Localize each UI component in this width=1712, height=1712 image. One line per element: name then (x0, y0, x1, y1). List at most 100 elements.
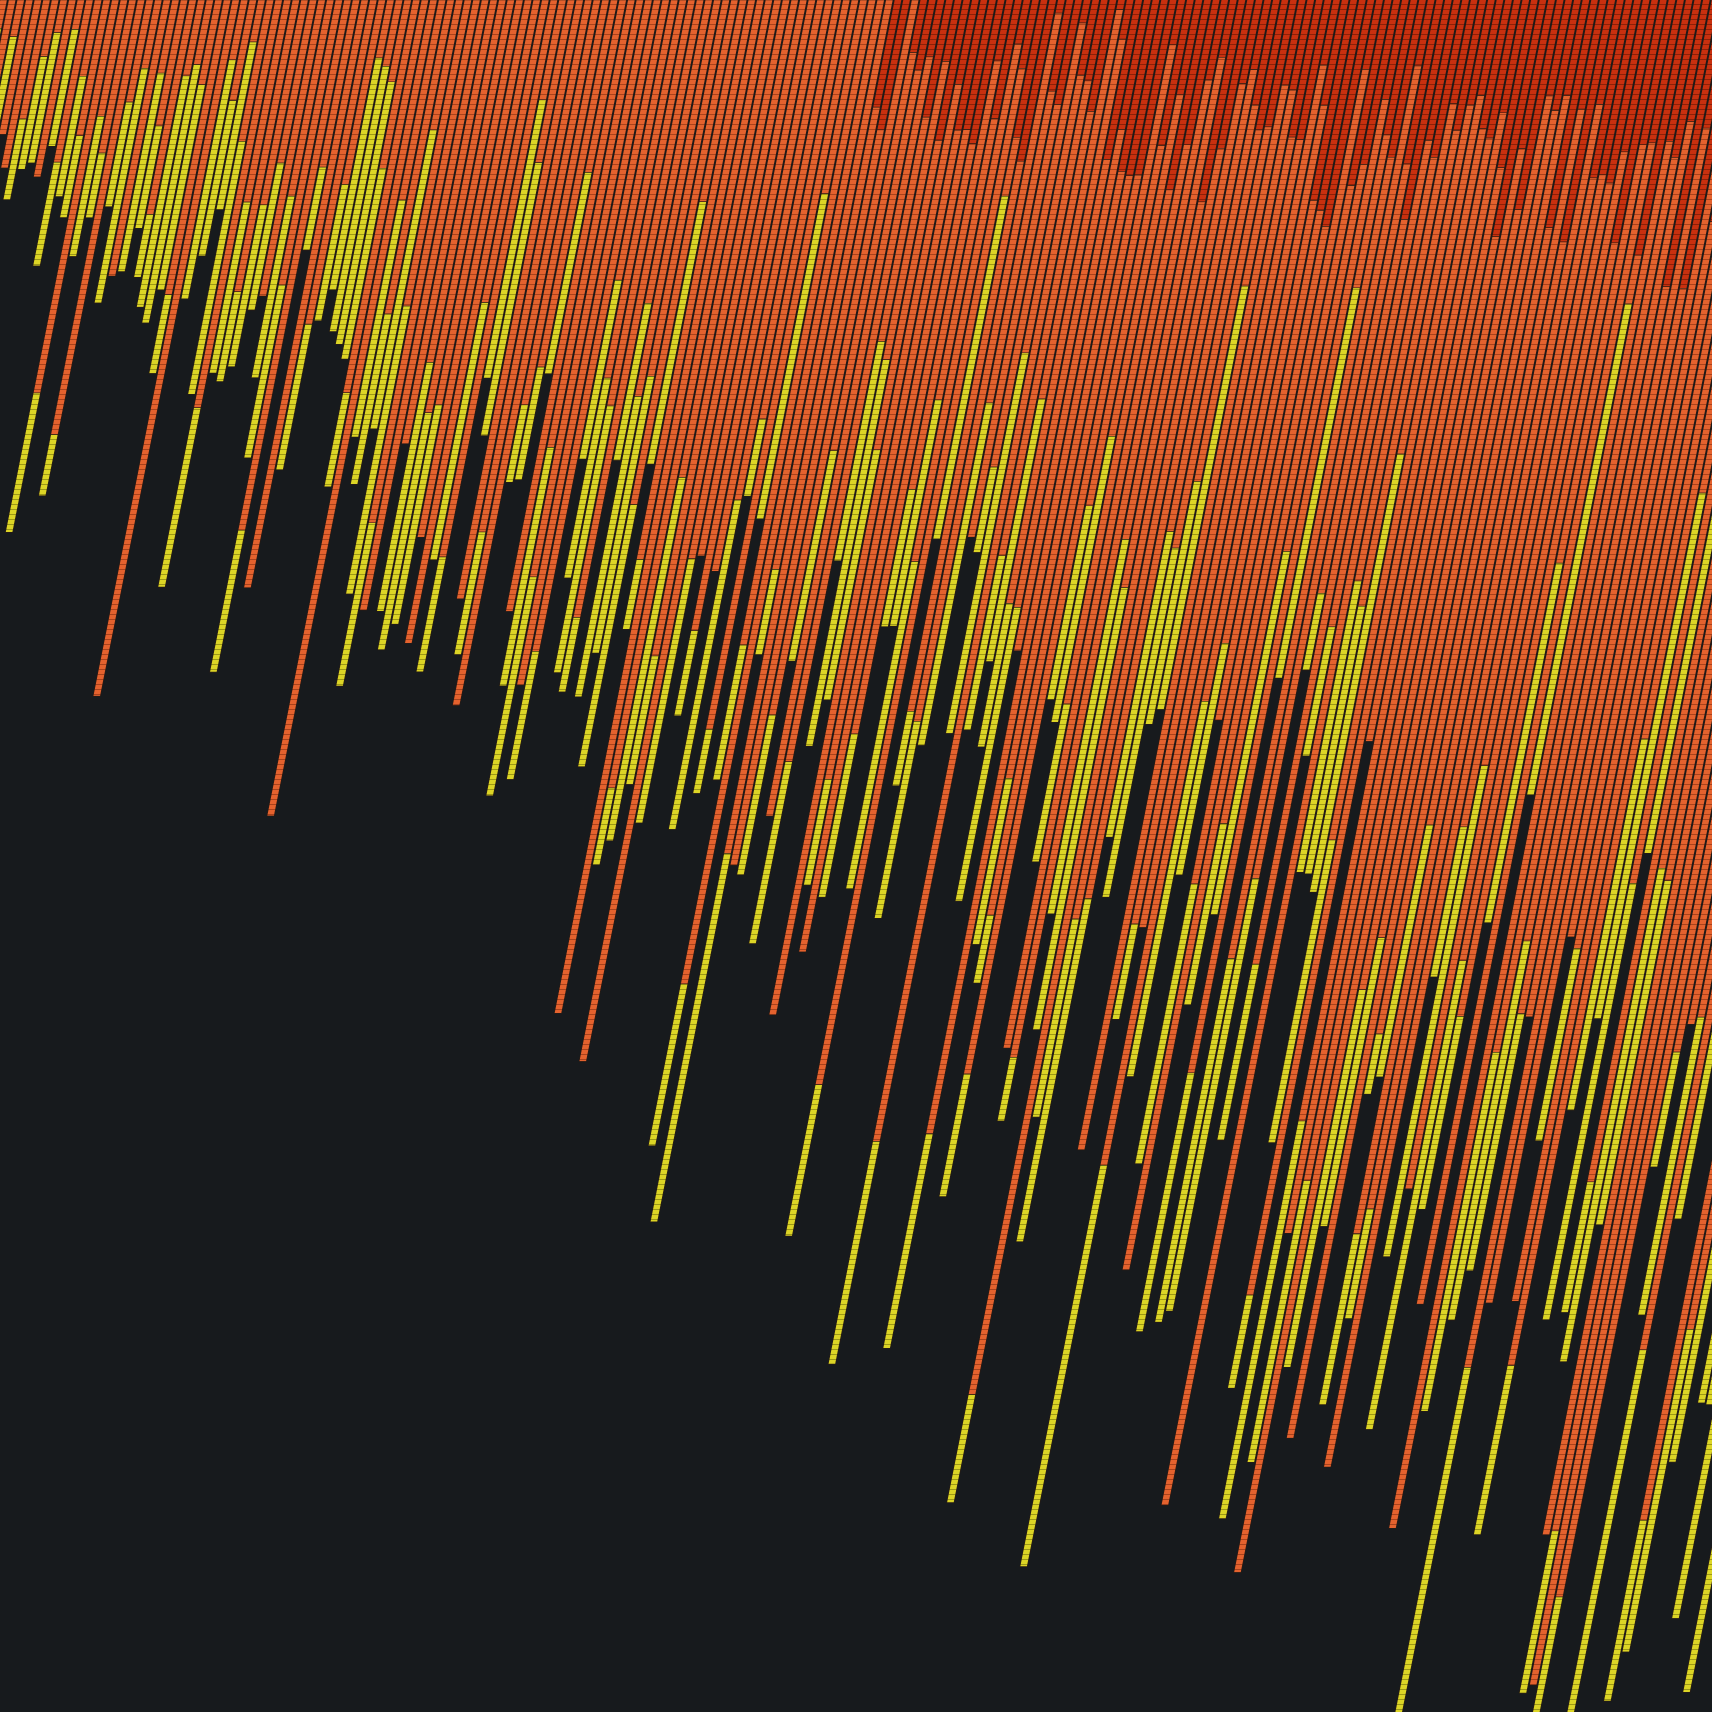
orange-segment (452, 0, 601, 706)
yellow-segment (54, 75, 87, 197)
yellow-segment (1135, 1072, 1195, 1332)
orange-segment (1686, 265, 1712, 1025)
orange-segment (1566, 221, 1712, 938)
yellow-segment (134, 125, 163, 229)
yellow-segment (1682, 1159, 1712, 1693)
orange-segment (401, 0, 498, 444)
yellow-segment (1032, 918, 1080, 1118)
yellow-segment (1389, 1367, 1472, 1712)
yellow-segment (148, 294, 173, 374)
yellow-segment (712, 644, 748, 781)
yellow-segment (1210, 551, 1291, 915)
yellow-segment (917, 402, 994, 746)
orange-segment (107, 0, 171, 277)
yellow-segment (1705, 922, 1712, 1406)
yellow-segment (93, 68, 149, 304)
yellow-segment (592, 787, 616, 866)
yellow-segment (1526, 303, 1633, 796)
orange-segment (1323, 104, 1604, 1468)
yellow-segment (574, 396, 643, 698)
yellow-segment (612, 303, 653, 461)
orange-segment (359, 0, 490, 611)
orange-segment (1525, 127, 1711, 1018)
yellow-segment (335, 522, 377, 687)
orange-segment (266, 0, 438, 817)
yellow-segment (1541, 883, 1638, 1321)
yellow-segment (1183, 823, 1228, 1006)
yellow-segment (1126, 701, 1210, 1077)
yellow-segment (1031, 703, 1071, 863)
yellow-segment (340, 167, 387, 360)
yellow-segment (85, 152, 106, 218)
yellow-segment (736, 714, 777, 876)
orange-segment (553, 0, 765, 1014)
orange-segment (92, 0, 240, 697)
yellow-segment (5, 392, 41, 533)
yellow-segment (483, 99, 547, 379)
yellow-segment (1375, 824, 1434, 1078)
orange-segment (1485, 144, 1712, 1304)
yellow-segment (1046, 505, 1094, 700)
orange-segment (578, 0, 799, 1062)
yellow-segment (1697, 942, 1712, 1404)
yellow-segment (329, 65, 390, 332)
orange-segment (243, 0, 369, 588)
orange-segment (0, 0, 8, 29)
yellow-segment (787, 450, 838, 662)
yellow-segment (755, 193, 829, 520)
yellow-segment (635, 558, 696, 824)
yellow-segment (754, 568, 780, 655)
orange-segment (0, 0, 34, 135)
yellow-segment (1649, 1051, 1681, 1168)
yellow-segment (197, 100, 237, 257)
yellow-segment (784, 1084, 823, 1237)
yellow-segment (544, 172, 593, 374)
yellow-segment (250, 195, 296, 378)
yellow-segment (1465, 1013, 1526, 1271)
yellow-segment (954, 607, 1022, 902)
yellow-segment (302, 166, 327, 251)
yellow-segment (1365, 960, 1467, 1430)
orange-segment (0, 0, 42, 169)
yellow-segment (971, 778, 1014, 945)
yellow-segment (350, 199, 407, 438)
orange-segment (967, 104, 1062, 538)
yellow-segment (1274, 287, 1361, 679)
yellow-segment (369, 129, 438, 430)
yellow-segment (1309, 453, 1405, 893)
yellow-segment (59, 135, 84, 218)
yellow-segment (972, 466, 998, 553)
yellow-segment (1246, 1180, 1312, 1463)
orange-segment (33, 0, 77, 178)
orange-segment (416, 0, 533, 538)
yellow-segment (647, 983, 689, 1147)
orange-segment (1388, 141, 1674, 1529)
yellow-segment (577, 504, 638, 767)
yellow-segment (1560, 1349, 1648, 1712)
yellow-segment (668, 499, 742, 830)
orange-segment (1541, 214, 1712, 1536)
yellow-segment (0, 36, 18, 184)
yellow-segment (345, 305, 411, 595)
yellow-segment (805, 359, 891, 747)
orange-segment (456, 0, 584, 600)
yellow-segment (157, 407, 202, 588)
yellow-segment (1295, 580, 1363, 873)
yellow-segment (1154, 958, 1236, 1323)
orange-segment (1404, 182, 1614, 1190)
yellow-segment (963, 555, 1006, 731)
yellow-segment (68, 116, 105, 257)
yellow-segment (1417, 1016, 1465, 1210)
orange-segment (1160, 157, 1439, 1506)
yellow-segment (136, 75, 191, 308)
yellow-segment (1473, 1365, 1515, 1535)
yellow-segment (180, 59, 237, 300)
yellow-segment (485, 576, 538, 796)
orange-segment (1233, 148, 1526, 1573)
yellow-segment (1363, 1033, 1384, 1095)
yellow-segment (1216, 963, 1260, 1141)
orange-segment (711, 0, 834, 572)
yellow-segment (1621, 1328, 1695, 1653)
yellow-segment (748, 761, 793, 944)
yellow-segment (1046, 539, 1130, 915)
